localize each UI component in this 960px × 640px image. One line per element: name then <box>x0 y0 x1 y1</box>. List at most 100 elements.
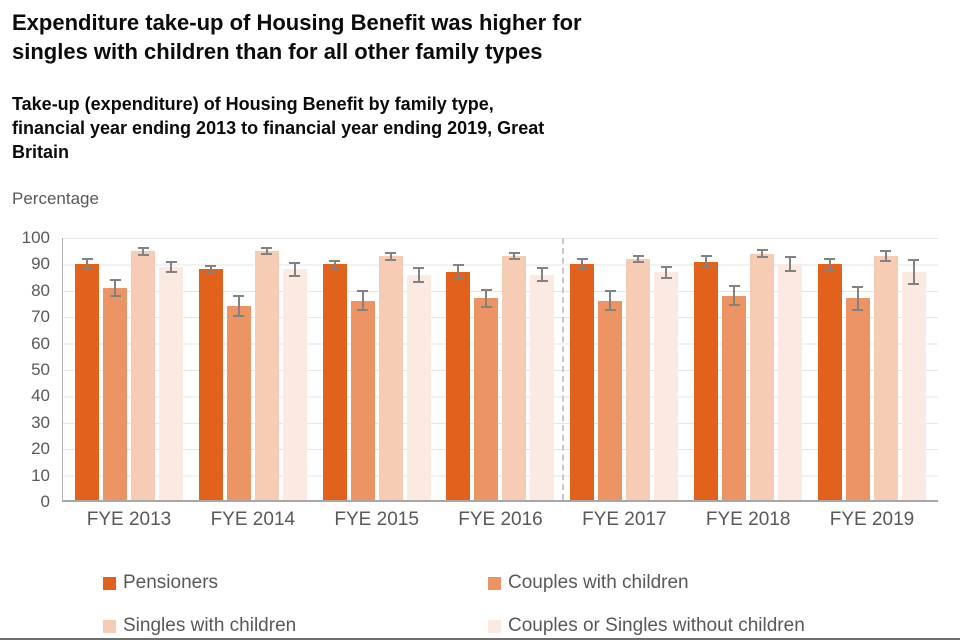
x-axis-tick-label: FYE 2018 <box>705 509 791 530</box>
bar-cell <box>103 238 127 500</box>
error-bar-bottom-cap <box>880 260 892 263</box>
y-axis-tick-label: 80 <box>31 280 50 300</box>
error-bar <box>541 267 544 283</box>
error-bar-bottom-cap <box>632 261 644 264</box>
y-axis-tick-label: 70 <box>31 307 50 327</box>
error-bar <box>828 257 831 271</box>
error-bar-top-cap <box>756 249 768 252</box>
chart-legend: Pensioners Couples with children Singles w… <box>103 572 805 637</box>
error-bar <box>733 285 736 307</box>
page-bottom-edge <box>0 638 960 640</box>
x-axis-tick-label: FYE 2015 <box>334 509 419 530</box>
bar-pensioners <box>198 269 223 500</box>
bar-couples-with-children <box>722 295 747 500</box>
bar-cell <box>845 238 870 500</box>
error-bar-bottom-cap <box>604 309 616 312</box>
y-axis-tick-label: 60 <box>31 333 50 353</box>
bar-group-fye-2014: FYE 2014 <box>198 238 307 530</box>
bar-cell <box>570 238 595 500</box>
error-bar <box>114 278 116 297</box>
bar-cell <box>722 238 747 500</box>
error-bar <box>389 251 392 262</box>
y-axis-tick-label: 10 <box>31 465 50 485</box>
legend-label: Singles with children <box>123 615 297 636</box>
bar-singles-with-children <box>873 256 898 500</box>
error-bar-bottom-cap <box>728 304 740 307</box>
error-bar <box>170 260 172 274</box>
bar-cell <box>282 238 307 500</box>
bar-group-fye-2017: FYE 2017 <box>570 238 679 530</box>
bar-cell <box>626 238 651 500</box>
bar-cell <box>901 238 926 500</box>
legend-label: Couples or Singles without children <box>508 615 805 636</box>
bar-cell <box>694 238 719 500</box>
bar-singles-with-children <box>254 251 279 500</box>
bar-cell <box>654 238 679 500</box>
error-bar-bottom-cap <box>852 308 864 311</box>
bar-cell <box>817 238 842 500</box>
legend-marker-pensioners <box>103 576 116 590</box>
bar-cell <box>750 238 775 500</box>
bar-singles-with-children <box>626 258 651 500</box>
bar-singles-with-children <box>502 256 527 500</box>
error-bar-bottom-cap <box>165 271 177 274</box>
y-axis-tick-label: 0 <box>40 492 50 511</box>
bar-cell <box>254 238 279 500</box>
error-bar-bottom-cap <box>81 267 93 270</box>
error-bar <box>142 246 144 256</box>
error-bar <box>637 254 640 264</box>
error-bar-top-cap <box>700 255 712 258</box>
error-bar <box>912 258 915 286</box>
error-bar <box>457 263 460 281</box>
error-bar-bottom-cap <box>233 315 245 318</box>
bar-group-fye-2015: FYE 2015 <box>322 238 431 530</box>
y-axis-tick-label: 30 <box>31 412 50 432</box>
legend-item-singles-with-children: Singles with children <box>103 615 488 637</box>
bar-couples-with-children <box>845 298 870 500</box>
error-bar-bottom-cap <box>784 270 796 273</box>
bar-cell <box>198 238 223 500</box>
error-bar <box>761 249 764 259</box>
error-bar-top-cap <box>385 251 397 254</box>
error-bar <box>581 258 584 270</box>
error-bar-top-cap <box>908 258 920 261</box>
error-bar-bottom-cap <box>756 256 768 259</box>
bar-pensioners <box>570 264 595 500</box>
error-bar-top-cap <box>452 263 464 266</box>
error-bar-bottom-cap <box>261 253 273 256</box>
bar-cell <box>226 238 251 500</box>
error-bar-top-cap <box>536 267 548 270</box>
error-bar-top-cap <box>880 250 892 253</box>
error-bar <box>705 255 708 269</box>
legend-item-couples-with-children: Couples with children <box>488 572 805 594</box>
bar-couples-or-singles-without-children <box>406 274 431 500</box>
error-bar-top-cap <box>784 256 796 259</box>
error-bar <box>665 265 668 279</box>
bar-couples-or-singles-without-children <box>654 272 679 500</box>
bar-couples-or-singles-without-children <box>159 266 183 500</box>
bar-couples-with-children <box>598 300 623 500</box>
y-axis-tick-label: 40 <box>31 386 50 406</box>
error-bar-bottom-cap <box>137 253 149 256</box>
error-bar-top-cap <box>632 254 644 257</box>
error-bar <box>293 262 296 277</box>
bar-singles-with-children <box>750 253 775 500</box>
bar-cell <box>75 238 99 500</box>
bar-group-fye-2018: FYE 2018 <box>694 238 803 530</box>
error-bar <box>856 285 859 311</box>
bar-cell <box>322 238 347 500</box>
error-bar <box>237 295 240 318</box>
error-bar-bottom-cap <box>480 305 492 308</box>
error-bar <box>265 246 268 256</box>
error-bar-top-cap <box>576 258 588 261</box>
error-bar-bottom-cap <box>413 280 425 283</box>
bar-cell <box>530 238 555 500</box>
error-bar <box>417 266 420 283</box>
error-bar-top-cap <box>205 265 217 267</box>
error-bar-bottom-cap <box>385 259 397 262</box>
error-bar-top-cap <box>728 285 740 288</box>
error-bar <box>884 250 887 263</box>
error-bar-top-cap <box>109 278 121 281</box>
bar-singles-with-children <box>378 256 403 500</box>
bar-cell <box>350 238 375 500</box>
